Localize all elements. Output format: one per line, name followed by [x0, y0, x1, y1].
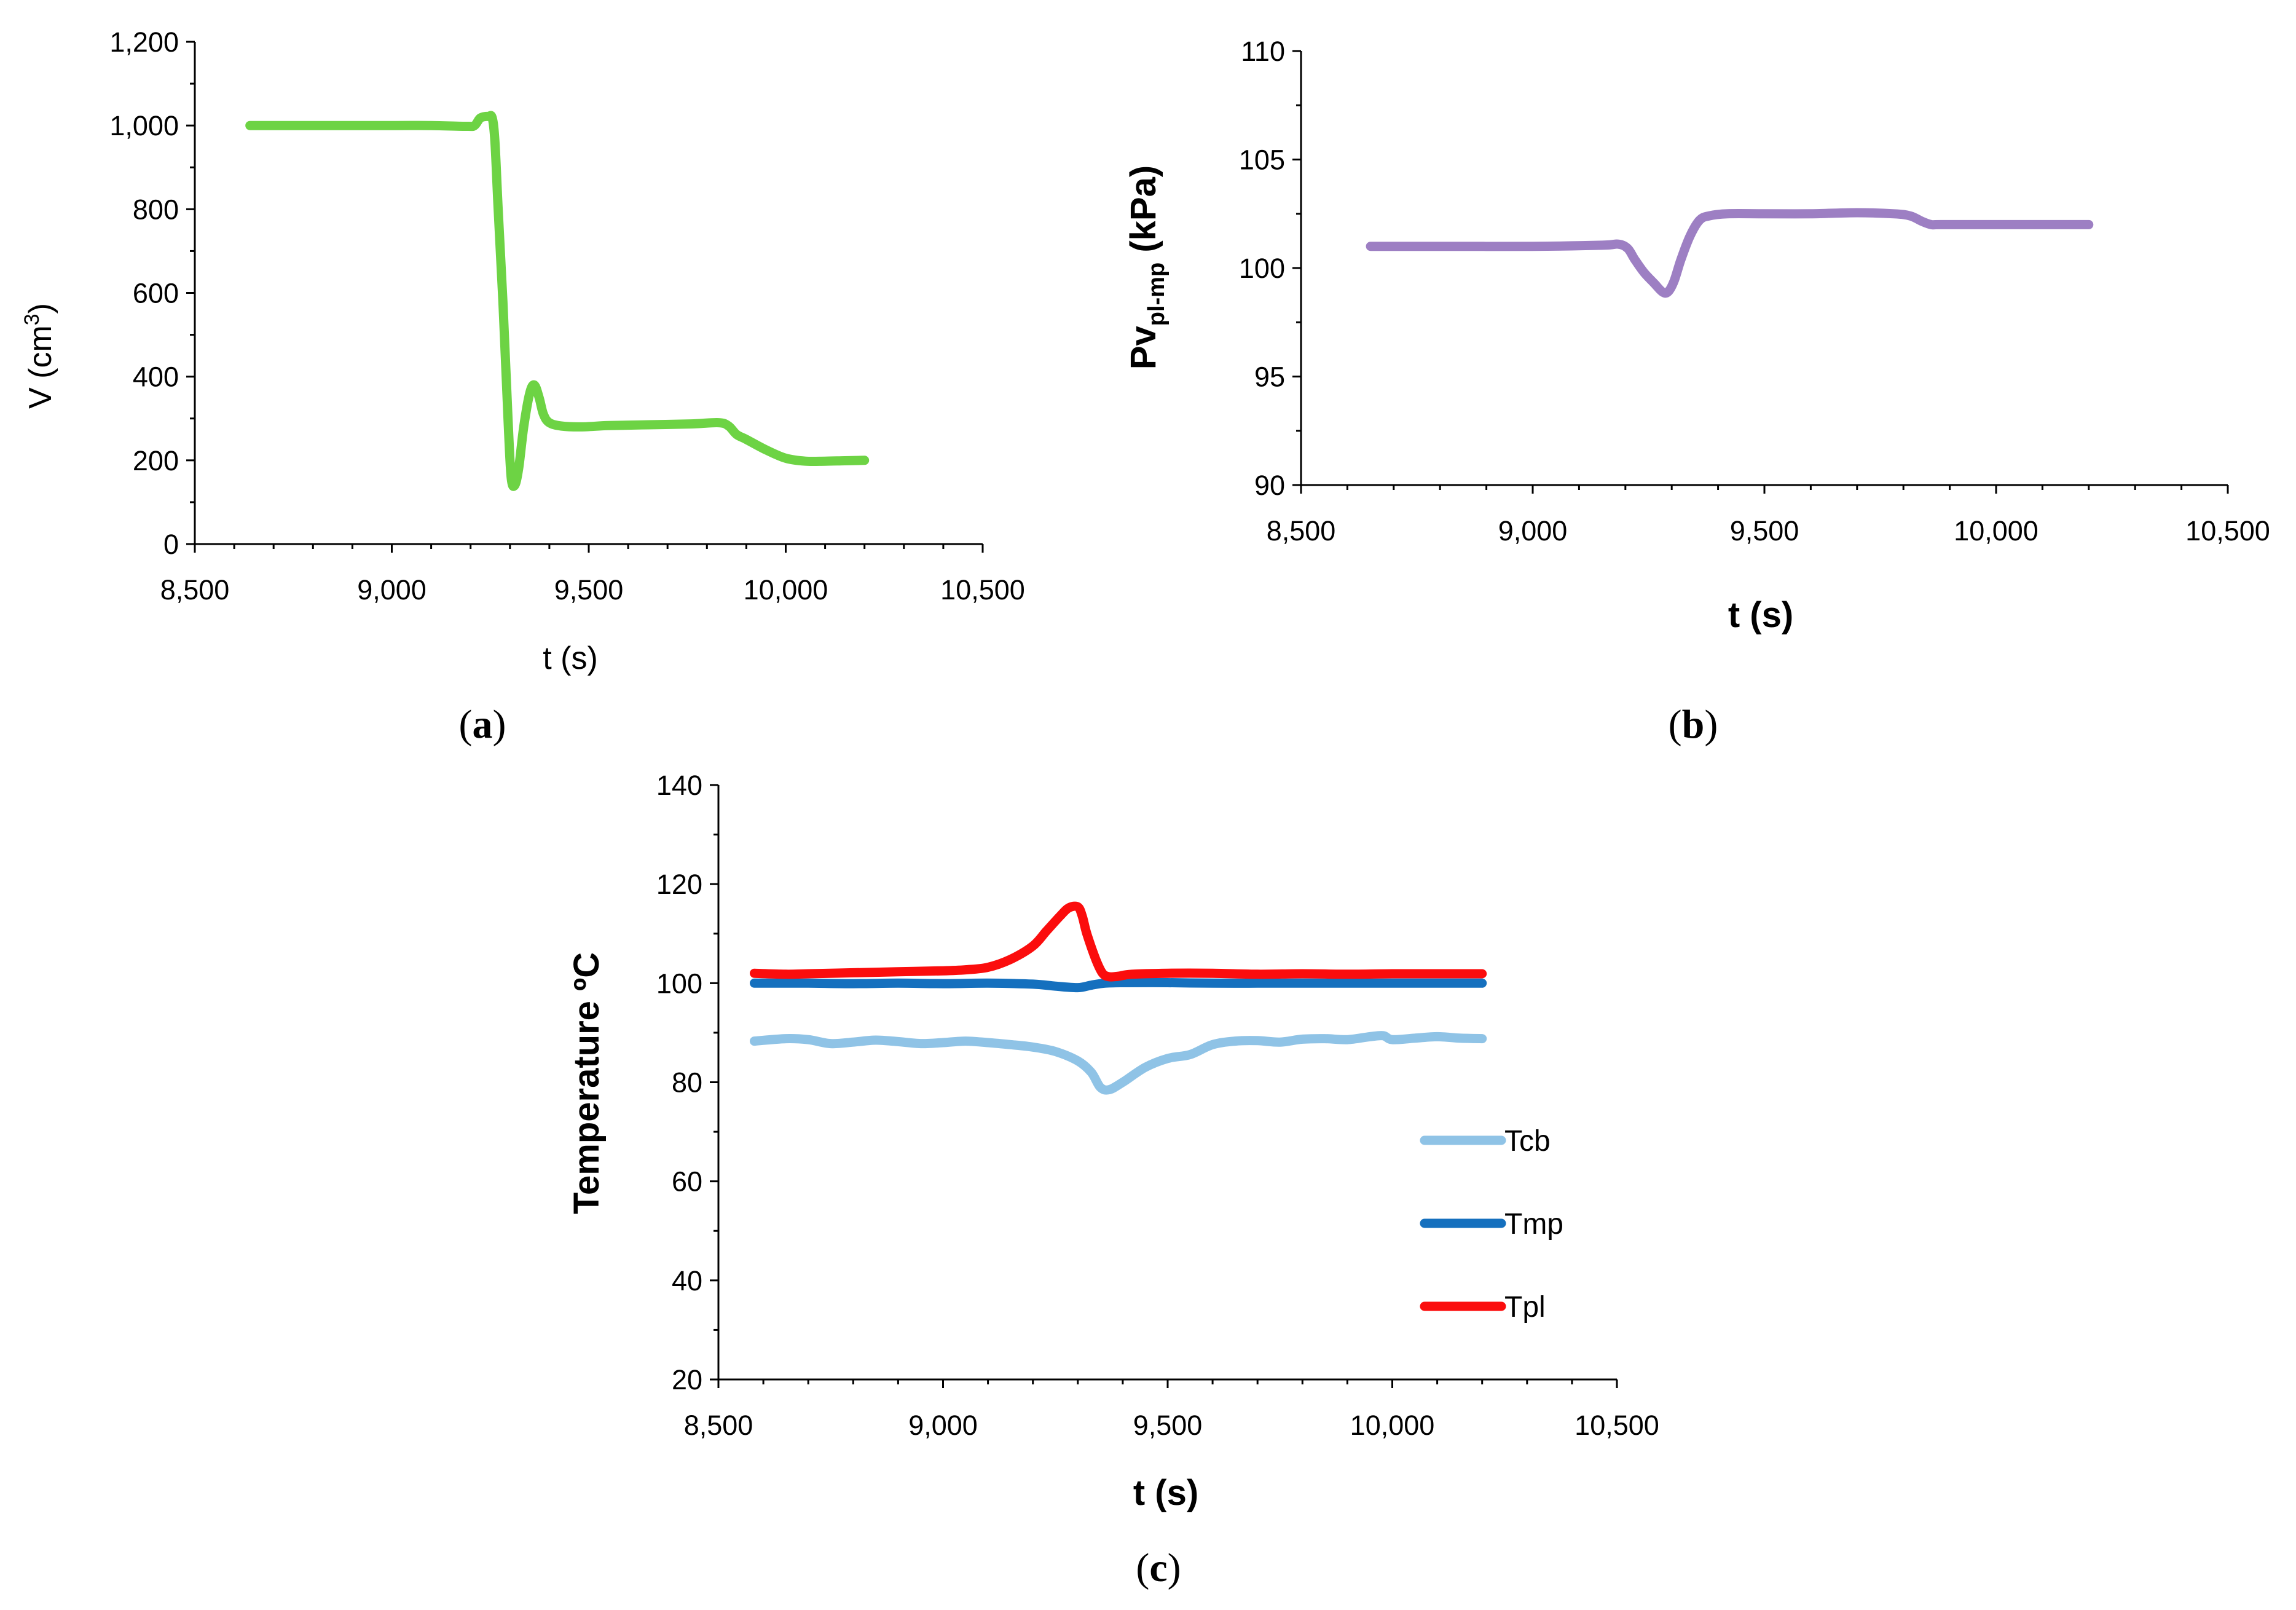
panel-b-ylabel-tail: (kPa): [1123, 165, 1163, 262]
panel-b-ytick-label: 110: [1241, 36, 1285, 67]
panel-b: 90 95 100 105 110 8,500 9,000 9,500 10,000 10,500…: [1123, 36, 2270, 747]
panel-a-ylabel-main: V (cm: [23, 325, 58, 409]
panel-c-xtick-label: 10,500: [1575, 1410, 1659, 1441]
legend-label-tcb: Tcb: [1504, 1125, 1551, 1158]
panel-b-ytick-label: 105: [1239, 144, 1285, 176]
panel-a-ylabel-close: ): [23, 303, 58, 314]
panel-c-series-tcb: [750, 1031, 1487, 1095]
panel-b-caption-open: (: [1669, 702, 1682, 747]
panel-b-xtick-label: 9,000: [1498, 515, 1568, 547]
panel-c-plot: 20 40 60 80 100 120 140 8,500 9,000 9,500 10,000 10…: [656, 770, 1659, 1441]
panel-a-xtick-label: 9,000: [357, 574, 427, 606]
panel-c-series-tpl: [750, 901, 1487, 982]
panel-c-ytick-label: 80: [672, 1067, 702, 1099]
panel-c-xtick-label: 9,500: [1133, 1410, 1203, 1441]
panel-b-caption-close: ): [1704, 702, 1718, 747]
panel-c-caption-close: ): [1168, 1545, 1181, 1590]
panel-b-plot: 90 95 100 105 110 8,500 9,000 9,500 10,000 10,500: [1239, 36, 2270, 547]
panel-b-xtick-label: 10,500: [2185, 515, 2270, 547]
panel-a-caption-close: ): [493, 702, 506, 747]
panel-a-ytick-label: 600: [133, 278, 179, 309]
panel-a-xtick-label: 8,500: [160, 574, 230, 606]
panel-c-xlabel: t (s): [1133, 1473, 1198, 1513]
panel-a-ytick-label: 1,000: [109, 110, 179, 141]
panel-c-caption-open: (: [1136, 1545, 1149, 1590]
panel-a-caption: (a): [459, 702, 506, 747]
panel-c-xtick-label: 9,000: [908, 1410, 978, 1441]
legend-label-tmp: Tmp: [1504, 1208, 1563, 1241]
panel-a-ytick-label: 1,200: [109, 26, 179, 58]
panel-a-xlabel: t (s): [543, 641, 598, 676]
panel-b-ylabel-sub: pl-mp: [1144, 262, 1170, 326]
panel-a-plot: 0 200 400 600 800 1,000 1,200 8,500 9,000 9,500 10…: [109, 26, 1024, 606]
panel-c-xtick-label: 10,000: [1350, 1410, 1435, 1441]
panel-a-xtick-label: 9,500: [554, 574, 624, 606]
panel-b-ytick-label: 95: [1254, 361, 1285, 393]
panel-b-ytick-label: 90: [1254, 470, 1285, 501]
panel-b-ylabel: Pvpl-mp (kPa): [1123, 165, 1170, 369]
panel-a-caption-letter: a: [473, 702, 493, 747]
panel-c-ytick-label: 140: [656, 770, 702, 801]
panel-a-ytick-label: 800: [133, 194, 179, 225]
panel-a-xtick-label: 10,000: [744, 574, 828, 606]
panel-b-xtick-label: 9,500: [1730, 515, 1799, 547]
panel-a-ytick-label: 200: [133, 445, 179, 476]
panel-b-ylabel-main: Pv: [1123, 326, 1163, 369]
panel-c-xtick-label: 8,500: [684, 1410, 753, 1441]
panel-a-series-v: [245, 111, 870, 491]
panel-a-ylabel-sup: 3: [20, 314, 44, 325]
panel-a: 0 200 400 600 800 1,000 1,200 8,500 9,000 9,500 10…: [20, 26, 1025, 747]
panel-b-xlabel: t (s): [1728, 595, 1793, 635]
panel-a-xtick-label: 10,500: [940, 574, 1025, 606]
panel-c: 20 40 60 80 100 120 140 8,500 9,000 9,500 10,000 10…: [567, 770, 1659, 1590]
panel-c-series-tmp: [750, 977, 1487, 993]
panel-c-legend: Tcb Tmp Tpl: [1420, 1125, 1563, 1324]
panel-b-xtick-label: 8,500: [1267, 515, 1336, 547]
panel-c-caption-letter: c: [1149, 1545, 1167, 1590]
panel-a-ytick-label: 0: [163, 529, 179, 560]
panel-a-ylabel: V (cm3): [20, 303, 58, 409]
panel-b-series-pv: [1366, 208, 2094, 298]
panel-c-caption: (c): [1136, 1545, 1181, 1590]
panel-c-ytick-label: 40: [672, 1265, 702, 1296]
panel-b-ytick-label: 100: [1239, 253, 1285, 284]
panel-b-caption-letter: b: [1682, 702, 1705, 747]
legend-label-tpl: Tpl: [1504, 1291, 1546, 1324]
panel-b-xtick-label: 10,000: [1954, 515, 2038, 547]
panel-c-ytick-label: 60: [672, 1166, 702, 1198]
panel-c-ytick-label: 100: [656, 968, 702, 999]
panel-c-ytick-label: 120: [656, 869, 702, 900]
panel-c-ytick-label: 20: [672, 1364, 702, 1395]
panel-a-ytick-label: 400: [133, 361, 179, 393]
panel-b-caption: (b): [1669, 702, 1718, 747]
panel-c-ylabel: Temperature ºC: [567, 952, 607, 1214]
panel-a-caption-open: (: [459, 702, 473, 747]
